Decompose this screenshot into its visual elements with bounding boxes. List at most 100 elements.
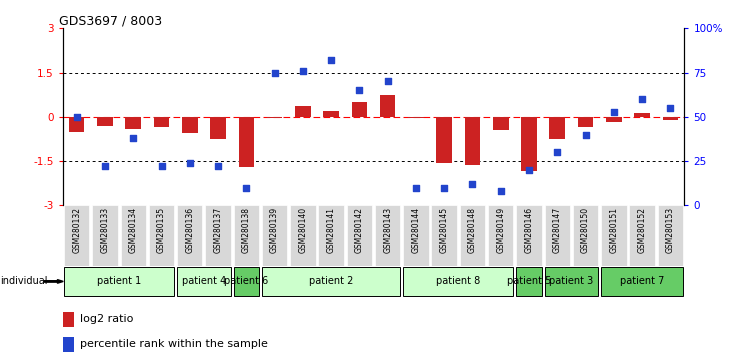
FancyBboxPatch shape [431, 205, 457, 266]
Point [580, 132, 592, 137]
Bar [578, 117, 593, 127]
Text: percentile rank within the sample: percentile rank within the sample [80, 339, 268, 349]
Point [241, 185, 252, 190]
Text: GSM280136: GSM280136 [185, 207, 194, 253]
Point [636, 96, 648, 102]
Text: GSM280139: GSM280139 [270, 207, 279, 253]
FancyBboxPatch shape [177, 267, 231, 296]
Point [410, 185, 422, 190]
FancyBboxPatch shape [262, 205, 287, 266]
Bar [606, 117, 622, 122]
FancyBboxPatch shape [64, 267, 174, 296]
Bar [69, 117, 85, 132]
Text: individual: individual [0, 276, 48, 286]
Bar [380, 95, 395, 117]
FancyBboxPatch shape [121, 205, 146, 266]
Bar [493, 117, 509, 130]
Point [467, 181, 478, 187]
Text: GSM280151: GSM280151 [609, 207, 618, 253]
Text: patient 4: patient 4 [182, 276, 226, 286]
Bar [408, 117, 424, 118]
FancyBboxPatch shape [375, 205, 400, 266]
Text: GSM280147: GSM280147 [553, 207, 562, 253]
FancyBboxPatch shape [545, 267, 598, 296]
Bar [550, 117, 565, 139]
FancyBboxPatch shape [205, 205, 231, 266]
Text: patient 3: patient 3 [549, 276, 593, 286]
Point [127, 135, 139, 141]
Point [184, 160, 196, 166]
FancyBboxPatch shape [601, 205, 626, 266]
Bar [323, 111, 339, 117]
Point [297, 68, 308, 74]
FancyBboxPatch shape [149, 205, 174, 266]
FancyBboxPatch shape [92, 205, 118, 266]
Point [325, 57, 337, 63]
Bar [125, 117, 141, 129]
Text: GSM280142: GSM280142 [355, 207, 364, 253]
Text: GSM280149: GSM280149 [496, 207, 505, 253]
Bar [63, 312, 74, 327]
Bar [238, 117, 254, 167]
Point [269, 70, 280, 75]
Point [155, 164, 167, 169]
Point [353, 87, 365, 93]
Bar [182, 117, 197, 133]
Text: GSM280150: GSM280150 [581, 207, 590, 253]
Text: GSM280134: GSM280134 [129, 207, 138, 253]
Point [382, 79, 394, 84]
Point [99, 164, 111, 169]
Text: GSM280141: GSM280141 [327, 207, 336, 253]
Bar [662, 117, 678, 120]
Text: GSM280132: GSM280132 [72, 207, 81, 253]
Point [439, 185, 450, 190]
FancyBboxPatch shape [403, 205, 428, 266]
Text: patient 7: patient 7 [620, 276, 665, 286]
FancyBboxPatch shape [573, 205, 598, 266]
Bar [436, 117, 452, 162]
Text: GSM280144: GSM280144 [411, 207, 420, 253]
Point [71, 114, 82, 120]
FancyBboxPatch shape [290, 205, 316, 266]
Bar [521, 117, 537, 171]
FancyBboxPatch shape [262, 267, 400, 296]
Text: patient 1: patient 1 [97, 276, 141, 286]
Bar [295, 107, 311, 117]
Text: GSM280140: GSM280140 [298, 207, 308, 253]
FancyBboxPatch shape [177, 205, 202, 266]
Text: GSM280138: GSM280138 [242, 207, 251, 253]
FancyBboxPatch shape [488, 205, 514, 266]
Text: GSM280146: GSM280146 [525, 207, 534, 253]
Text: log2 ratio: log2 ratio [80, 314, 133, 324]
FancyBboxPatch shape [233, 267, 259, 296]
Bar [464, 117, 480, 166]
FancyBboxPatch shape [64, 205, 89, 266]
Bar [97, 117, 113, 126]
Text: patient 6: patient 6 [224, 276, 269, 286]
FancyBboxPatch shape [516, 205, 542, 266]
Text: patient 8: patient 8 [436, 276, 481, 286]
FancyBboxPatch shape [403, 267, 514, 296]
Text: GSM280137: GSM280137 [213, 207, 222, 253]
Bar [63, 337, 74, 352]
Bar [267, 117, 283, 118]
Bar [154, 117, 169, 127]
Point [495, 188, 506, 194]
FancyBboxPatch shape [347, 205, 372, 266]
Point [608, 109, 620, 114]
FancyBboxPatch shape [319, 205, 344, 266]
Text: GSM280152: GSM280152 [637, 207, 647, 253]
Text: patient 2: patient 2 [309, 276, 353, 286]
Text: GSM280148: GSM280148 [468, 207, 477, 253]
Text: GSM280135: GSM280135 [157, 207, 166, 253]
Text: GSM280153: GSM280153 [666, 207, 675, 253]
Point [523, 167, 535, 173]
Text: GSM280145: GSM280145 [439, 207, 449, 253]
Bar [210, 117, 226, 139]
FancyBboxPatch shape [460, 205, 485, 266]
FancyBboxPatch shape [516, 267, 542, 296]
FancyBboxPatch shape [629, 205, 655, 266]
Text: GDS3697 / 8003: GDS3697 / 8003 [60, 14, 163, 27]
FancyBboxPatch shape [658, 205, 683, 266]
Text: GSM280143: GSM280143 [383, 207, 392, 253]
